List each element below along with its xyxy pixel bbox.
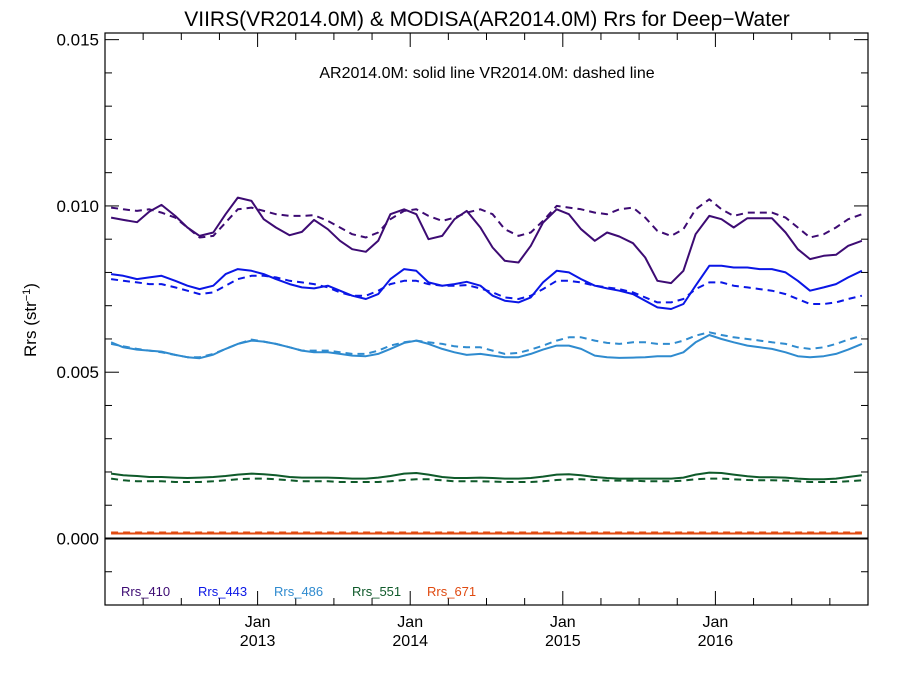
y-tick-label: 0.015 [56, 31, 99, 50]
x-tick-year-label: 2014 [392, 633, 428, 650]
series-rrs-551-solid [110, 471, 863, 481]
axes: 0.000 0.005 0.010 0.015 Jan 2013 Jan 2014 Jan 201… [56, 31, 869, 650]
y-tick-label: 0.010 [56, 197, 99, 216]
x-tick-month-label: Jan [550, 614, 576, 631]
plot-area [105, 196, 868, 540]
y-axis-label-main: Rrs (str [21, 301, 40, 357]
series-rrs-410-dashed [110, 198, 863, 239]
plot-frame [104, 32, 869, 606]
y-tick-label: 0.000 [56, 529, 99, 548]
x-tick-month-label: Jan [703, 614, 729, 631]
y-axis-label: Rrs (str−1) [21, 283, 40, 357]
legend-entry-rrs-410: Rrs_410 [121, 584, 170, 599]
x-tick-month-label: Jan [397, 614, 423, 631]
legend-entry-rrs-443: Rrs_443 [198, 584, 247, 599]
x-tick-year-label: 2015 [545, 633, 581, 650]
y-axis-label-tail: ) [21, 283, 40, 289]
chart-title: VIIRS(VR2014.0M) & MODISA(AR2014.0M) Rrs… [184, 8, 790, 31]
series-rrs-486-dashed [110, 331, 863, 359]
y-axis-label-superscript: −1 [21, 289, 33, 302]
x-tick-year-label: 2016 [698, 633, 734, 650]
legend-entry-rrs-486: Rrs_486 [274, 584, 323, 599]
series-rrs-551-dashed [110, 477, 862, 483]
y-tick-label: 0.005 [56, 363, 99, 382]
line-style-annotation: AR2014.0M: solid line VR2014.0M: dashed … [319, 65, 654, 82]
series-rrs-410-solid [110, 196, 863, 285]
x-tick-month-label: Jan [245, 614, 271, 631]
legend: Rrs_410 Rrs_443 Rrs_486 Rrs_551 Rrs_671 [121, 584, 476, 599]
x-tick-year-label: 2013 [240, 633, 276, 650]
legend-entry-rrs-551: Rrs_551 [352, 584, 401, 599]
series-rrs-486-solid [110, 334, 863, 360]
series-rrs-443-dashed [110, 274, 863, 305]
legend-entry-rrs-671: Rrs_671 [427, 584, 476, 599]
